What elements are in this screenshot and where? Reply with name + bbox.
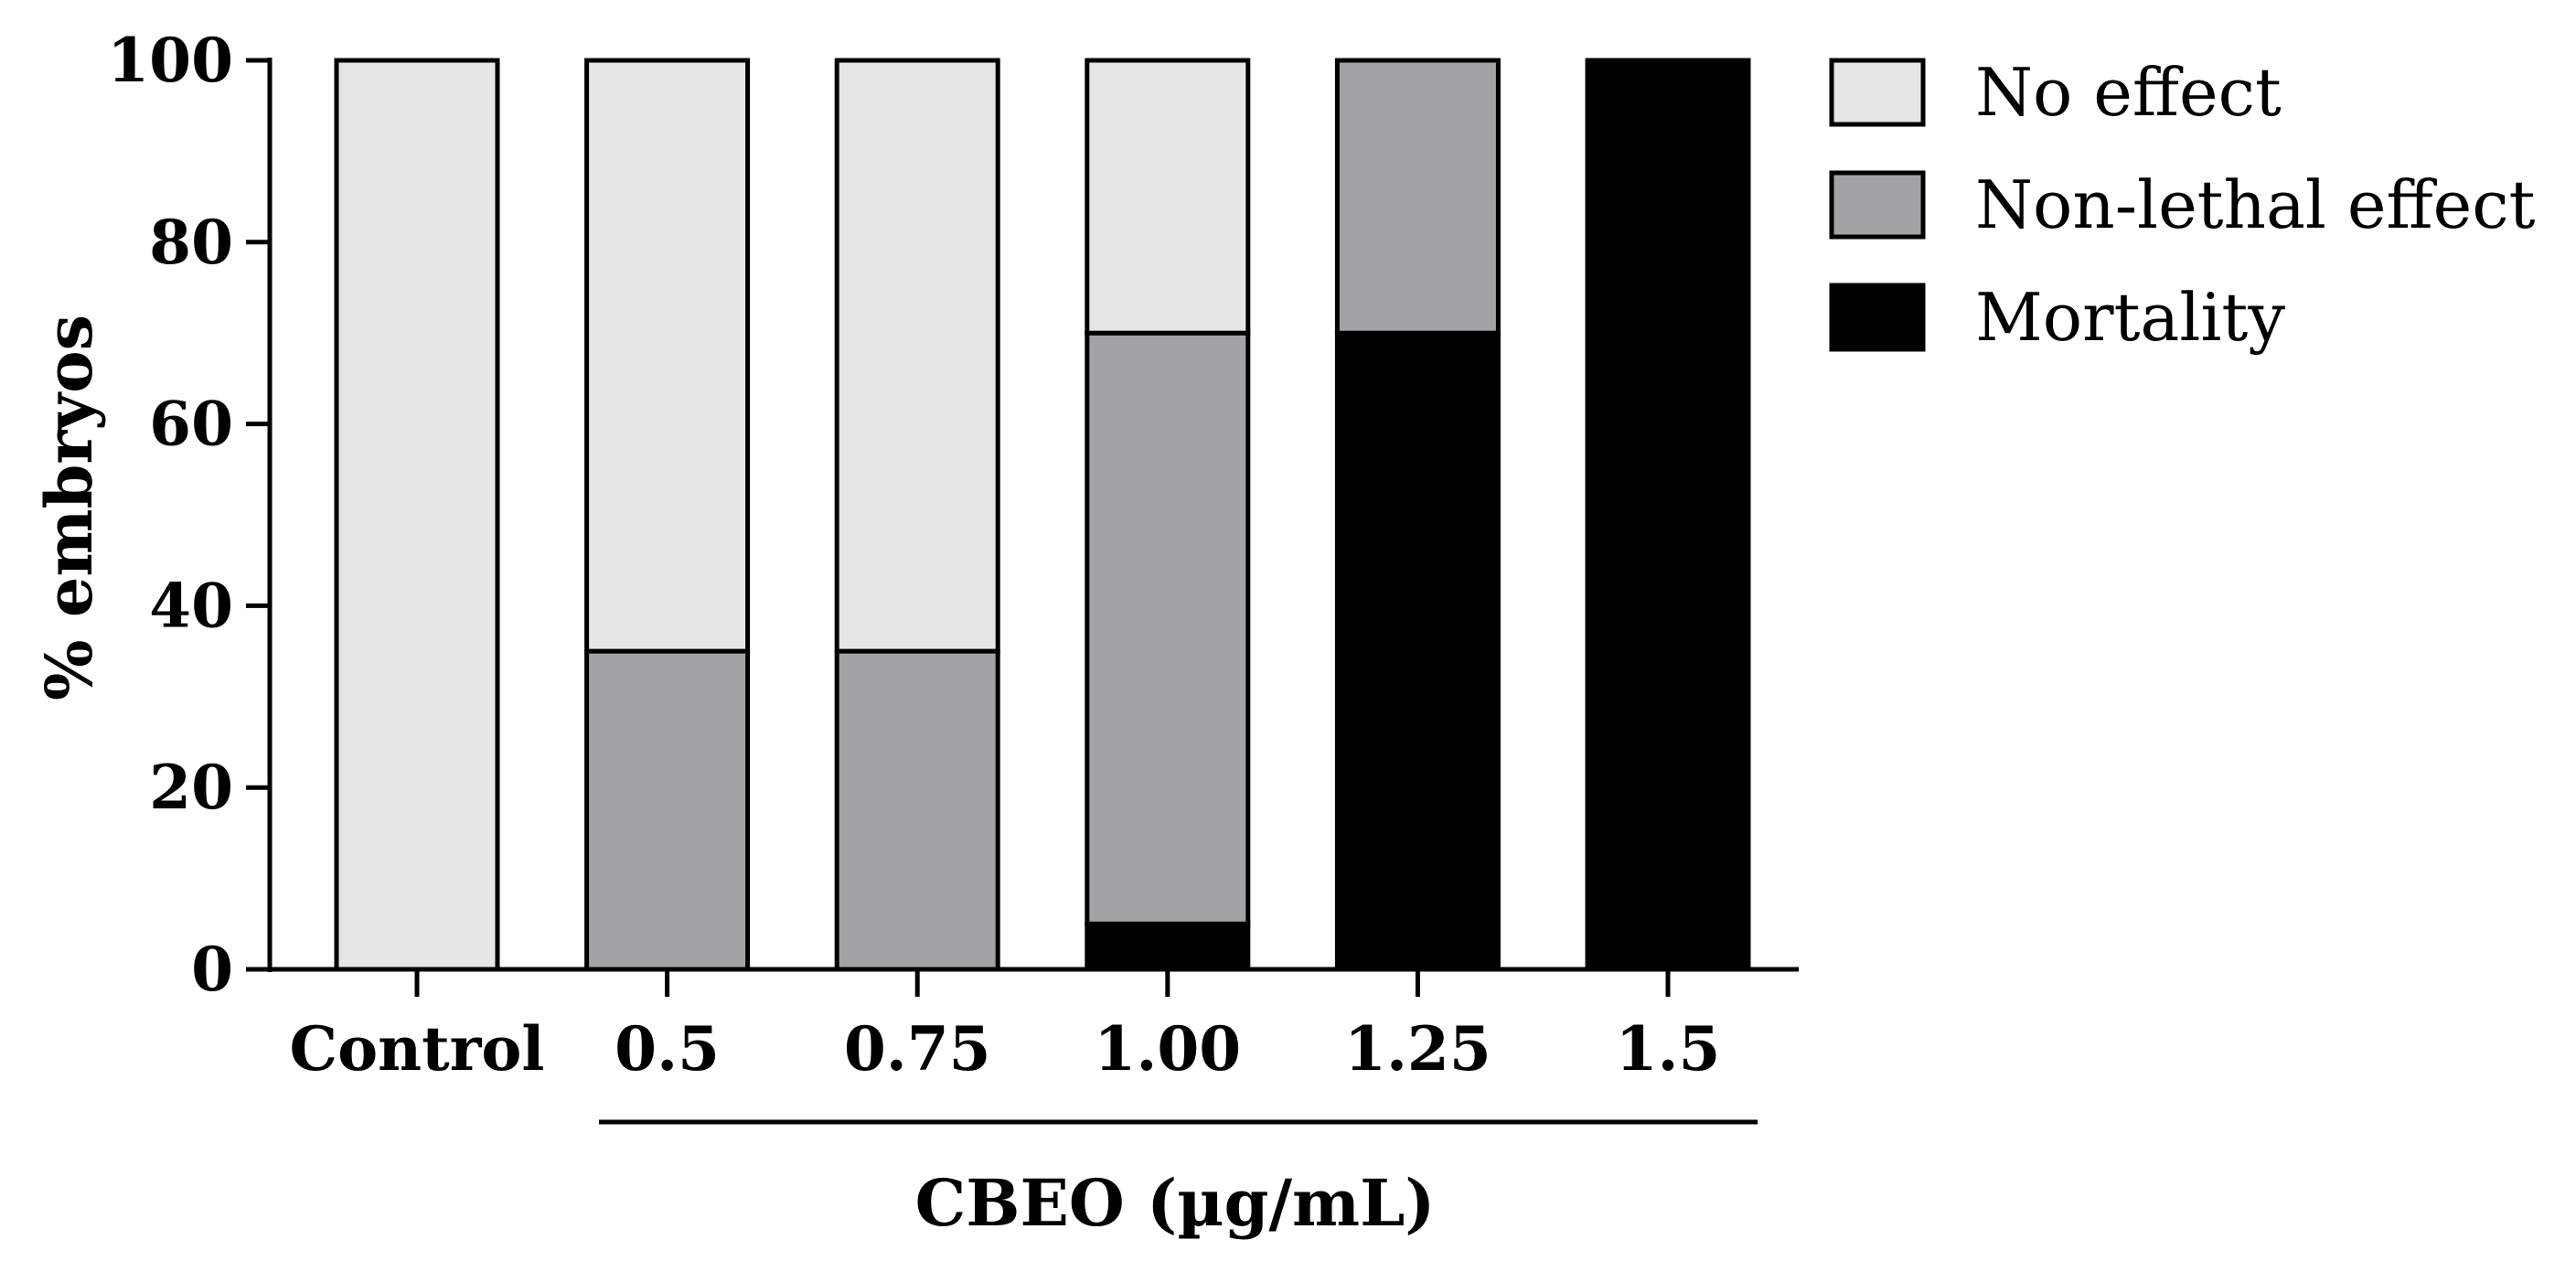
- legend-swatch-mortality: [1829, 283, 1926, 352]
- legend-label-non-lethal-effect: Non-lethal effect: [1975, 166, 2536, 243]
- bar-no-effect-control: [334, 58, 500, 972]
- x-tick-label-1-25: 1.25: [1344, 1013, 1491, 1085]
- bar-non-lethal-effect-1-00: [1085, 330, 1251, 926]
- legend-swatch-no-effect: [1829, 58, 1926, 127]
- bar-no-effect-0-75: [834, 58, 1000, 654]
- x-tick-label-0-75: 0.75: [844, 1013, 991, 1085]
- x-tick-label-1-5: 1.5: [1616, 1013, 1721, 1085]
- bar-non-lethal-effect-0-75: [834, 648, 1000, 972]
- legend-swatch-non-lethal-effect: [1829, 170, 1926, 240]
- x-tick-label-1-00: 1.00: [1094, 1013, 1241, 1085]
- y-tick-label-20: 20: [149, 752, 233, 823]
- bar-no-effect-1-00: [1085, 58, 1251, 336]
- x-tick-label-0-5: 0.5: [615, 1013, 720, 1085]
- y-tick-label-60: 60: [149, 389, 233, 460]
- y-tick-label-80: 80: [149, 207, 233, 278]
- x-axis-title: CBEO (µg/mL): [915, 1165, 1436, 1241]
- axes-layer: 0 20 40 60 80 100 Control 0.5 0.75 1.00 1.25 1.5: [107, 25, 1799, 1125]
- bar-mortality-1-5: [1585, 58, 1751, 972]
- bars-layer: [334, 58, 1751, 972]
- legend-label-no-effect: No effect: [1975, 54, 2282, 131]
- y-tick-label-40: 40: [149, 570, 233, 641]
- y-axis-title: % embryos: [31, 315, 107, 700]
- legend-label-mortality: Mortality: [1975, 279, 2285, 356]
- bar-mortality-1-00: [1085, 921, 1251, 972]
- legend: No effect Non-lethal effect Mortality: [1829, 54, 2536, 356]
- bar-non-lethal-effect-1-25: [1334, 58, 1501, 336]
- bar-no-effect-0-5: [584, 58, 751, 654]
- y-tick-label-0: 0: [191, 934, 233, 1005]
- x-tick-label-control: Control: [290, 1013, 545, 1085]
- y-tick-label-100: 100: [107, 25, 233, 96]
- bar-non-lethal-effect-0-5: [584, 648, 751, 972]
- bar-mortality-1-25: [1334, 330, 1501, 972]
